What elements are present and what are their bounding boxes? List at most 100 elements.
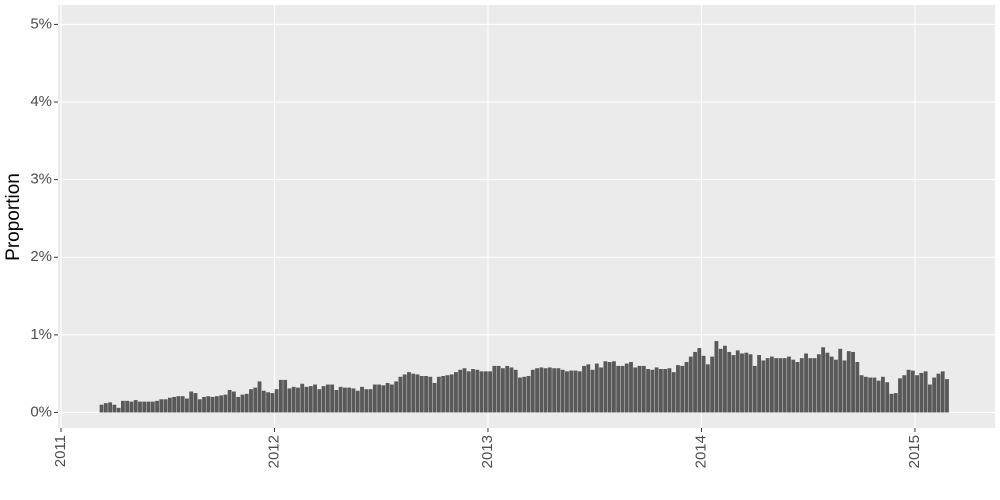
bar [624, 363, 629, 413]
bar [684, 362, 689, 413]
bar [876, 380, 881, 413]
bar [462, 368, 467, 413]
bar [381, 385, 386, 413]
x-tick-label: 2014 [692, 435, 709, 468]
y-tick-label: 1% [30, 326, 52, 343]
bar [338, 386, 343, 413]
bar [868, 377, 873, 413]
bar [629, 362, 633, 413]
bar [646, 369, 651, 413]
bar [180, 396, 185, 413]
bar [778, 358, 783, 413]
bar [424, 375, 428, 413]
bar [727, 351, 732, 413]
bar [560, 369, 565, 413]
bar [663, 369, 668, 413]
bar [492, 365, 497, 413]
bar [945, 379, 949, 413]
bar [893, 393, 898, 413]
bar [518, 377, 522, 413]
bar [398, 376, 403, 413]
bar [569, 370, 574, 413]
bar [432, 382, 437, 413]
x-tick-label: 2013 [479, 435, 496, 468]
y-tick-label: 5% [30, 15, 52, 32]
bar [637, 365, 642, 413]
bar [599, 367, 604, 413]
bar [902, 375, 907, 413]
bar [927, 384, 932, 413]
bar [658, 369, 663, 413]
bar [142, 401, 147, 413]
bar [735, 350, 740, 413]
bar [394, 381, 399, 413]
bar [552, 368, 557, 413]
x-tick-label: 2012 [265, 435, 282, 468]
bar [167, 397, 172, 413]
bar [419, 375, 424, 413]
bar [150, 401, 155, 413]
bar [274, 389, 279, 413]
bar [582, 365, 586, 413]
bar [825, 352, 830, 413]
bar [594, 363, 599, 413]
bar [496, 365, 501, 413]
bar [846, 351, 851, 413]
bar [654, 367, 659, 413]
bar [782, 358, 787, 413]
bar [249, 389, 253, 413]
bar [940, 371, 945, 413]
bar [364, 389, 369, 413]
bar [347, 387, 352, 413]
bar [176, 396, 181, 413]
bar [219, 395, 224, 413]
bar [355, 390, 360, 413]
bar [321, 386, 326, 413]
bar [705, 364, 710, 413]
bar [138, 401, 142, 413]
bar [368, 389, 373, 413]
bar [680, 365, 685, 413]
bar [816, 354, 821, 413]
bar [718, 348, 723, 413]
bar [590, 369, 595, 413]
bar [343, 387, 347, 413]
bar [923, 371, 928, 413]
bar [214, 396, 219, 413]
bar [458, 369, 463, 413]
bar [714, 341, 719, 413]
bar [543, 368, 548, 413]
bar [244, 393, 249, 413]
bar [163, 399, 168, 413]
bar [120, 400, 125, 413]
bar [744, 352, 749, 413]
bar [834, 359, 838, 413]
bar [915, 375, 919, 413]
bar [449, 374, 454, 413]
bar [99, 404, 104, 413]
bar [159, 399, 164, 413]
bar [697, 348, 702, 413]
bar [612, 361, 616, 413]
bar [488, 371, 493, 413]
bar [889, 393, 894, 413]
bar [616, 365, 621, 413]
bar [210, 396, 215, 413]
bar [129, 401, 134, 413]
bar [133, 400, 138, 413]
bar [325, 384, 330, 413]
bar [577, 371, 582, 413]
bar [103, 403, 108, 413]
bar [513, 369, 518, 413]
bar [500, 368, 505, 413]
bar [765, 358, 770, 413]
bar [812, 358, 817, 413]
bar [650, 369, 655, 413]
bar [787, 356, 791, 413]
bar [334, 389, 339, 413]
bar [872, 377, 877, 413]
bar [723, 345, 727, 413]
bar [799, 358, 804, 413]
bar [748, 354, 753, 413]
bar [855, 362, 860, 413]
